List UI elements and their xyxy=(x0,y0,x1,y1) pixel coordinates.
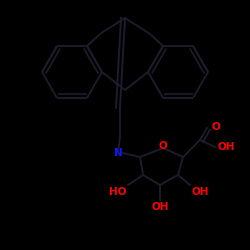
Text: OH: OH xyxy=(217,142,234,152)
Text: HO: HO xyxy=(108,187,126,197)
Text: O: O xyxy=(159,141,168,151)
Text: OH: OH xyxy=(192,187,210,197)
Text: O: O xyxy=(211,122,220,132)
Text: OH: OH xyxy=(151,202,169,212)
Text: N: N xyxy=(114,148,122,158)
